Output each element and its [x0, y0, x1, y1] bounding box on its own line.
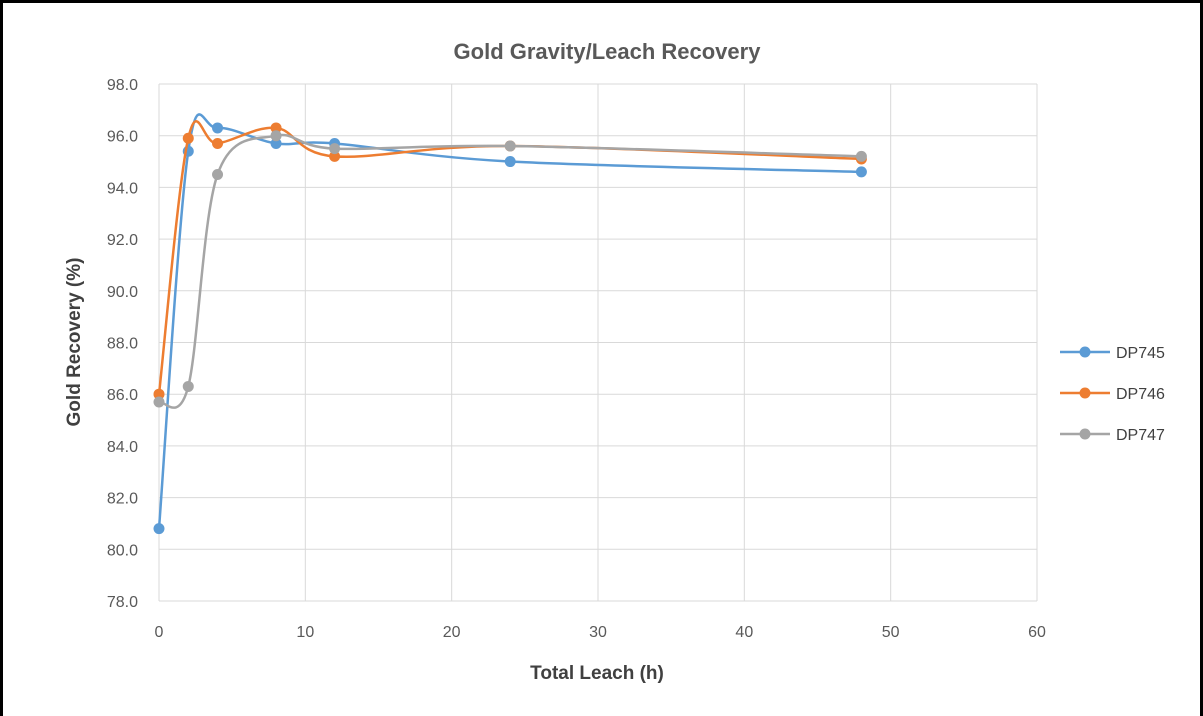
x-tick-label: 10: [296, 624, 314, 641]
y-tick-label: 86.0: [107, 387, 138, 404]
data-point: [212, 137, 224, 149]
x-tick-label: 20: [443, 624, 461, 641]
legend-marker: [1079, 387, 1091, 399]
series-dp745: [153, 113, 867, 535]
data-point: [182, 380, 194, 392]
legend-label: DP747: [1116, 427, 1165, 444]
y-tick-label: 80.0: [107, 542, 138, 559]
series-line: [157, 113, 862, 529]
y-tick-label: 96.0: [107, 129, 138, 146]
legend-item-dp745[interactable]: DP745: [1060, 345, 1165, 362]
legend-item-dp747[interactable]: DP747: [1060, 427, 1165, 444]
data-point: [855, 150, 867, 162]
data-point: [182, 132, 194, 144]
series-line: [158, 133, 862, 409]
data-point: [212, 168, 224, 180]
x-tick-label: 40: [735, 624, 753, 641]
x-tick-label: 0: [155, 624, 164, 641]
legend-item-dp746[interactable]: DP746: [1060, 386, 1165, 403]
legend-label: DP746: [1116, 386, 1165, 403]
data-point: [153, 523, 165, 535]
x-tick-label: 60: [1028, 624, 1046, 641]
data-point: [153, 388, 165, 400]
data-point: [855, 166, 867, 178]
data-point: [504, 140, 516, 152]
x-tick-label: 50: [882, 624, 900, 641]
legend-label: DP745: [1116, 345, 1165, 362]
data-point: [212, 122, 224, 134]
chart-title: Gold Gravity/Leach Recovery: [454, 39, 762, 64]
x-tick-label: 30: [589, 624, 607, 641]
y-tick-label: 84.0: [107, 439, 138, 456]
y-axis-title: Gold Recovery (%): [64, 258, 85, 427]
data-point: [270, 137, 282, 149]
series-group: [153, 113, 867, 535]
y-tick-label: 92.0: [107, 232, 138, 249]
y-tick-label: 78.0: [107, 594, 138, 611]
data-point: [329, 143, 341, 155]
data-point: [504, 156, 516, 168]
y-tick-labels: 78.0 80.0 82.0 84.0 86.0 88.0 90.0 92.0 94.0 96.0…: [107, 77, 138, 611]
legend-marker: [1079, 428, 1091, 440]
x-axis-title: Total Leach (h): [530, 663, 664, 684]
legend-marker: [1079, 346, 1091, 358]
x-tick-labels: 0 10 20 30 40 50 60: [155, 624, 1046, 641]
y-tick-label: 90.0: [107, 284, 138, 301]
y-tick-label: 94.0: [107, 180, 138, 197]
data-point: [270, 130, 282, 142]
data-point: [153, 396, 165, 408]
y-tick-label: 82.0: [107, 491, 138, 508]
legend[interactable]: DP745 DP746 DP747: [1060, 345, 1165, 444]
gridlines: [158, 83, 1038, 602]
y-tick-label: 88.0: [107, 336, 138, 353]
data-point: [329, 150, 341, 162]
y-tick-label: 98.0: [107, 77, 138, 94]
series-dp747: [153, 130, 867, 409]
data-point: [270, 122, 282, 134]
